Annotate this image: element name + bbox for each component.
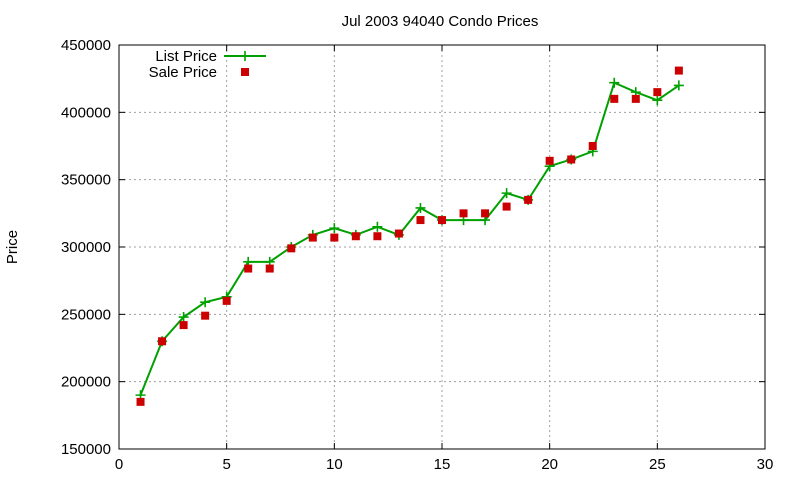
data-point-square	[545, 156, 554, 165]
data-point-square	[674, 66, 683, 75]
x-tick-label: 15	[434, 456, 451, 473]
data-point-plus	[178, 312, 189, 323]
y-tick-label: 450000	[61, 37, 111, 54]
data-point-square	[308, 233, 317, 242]
series-layer	[135, 66, 684, 406]
x-tick-label: 5	[222, 456, 230, 473]
y-tick-label: 300000	[61, 239, 111, 256]
legend-label: List Price	[155, 48, 217, 65]
legend-label: Sale Price	[149, 64, 217, 81]
data-point-square	[588, 142, 597, 150]
data-point-square	[610, 94, 619, 103]
y-tick-label: 150000	[61, 441, 111, 458]
data-point-square	[158, 337, 167, 346]
y-tick-label: 400000	[61, 104, 111, 121]
data-point-square	[201, 311, 210, 320]
x-tick-label: 30	[757, 456, 774, 473]
chart-title: Jul 2003 94040 Condo Prices	[342, 13, 539, 30]
data-point-plus	[609, 77, 620, 88]
x-tick-label: 20	[541, 456, 558, 473]
grid-lines	[119, 45, 765, 449]
data-point-square	[524, 195, 533, 204]
y-axis-label: Price	[4, 230, 21, 264]
data-point-plus	[200, 297, 211, 308]
data-point-plus	[501, 188, 512, 199]
data-point-plus	[372, 221, 383, 232]
x-tick-label: 25	[649, 456, 666, 473]
series-1	[136, 66, 683, 406]
legend-marker-square	[241, 68, 249, 76]
data-point-square	[567, 155, 576, 164]
data-point-square	[416, 216, 425, 225]
data-point-square	[330, 233, 339, 242]
data-point-square	[265, 264, 274, 273]
data-point-square	[287, 244, 296, 253]
data-point-square	[502, 202, 511, 211]
data-point-plus	[673, 80, 684, 91]
data-point-square	[481, 209, 490, 218]
data-point-square	[179, 321, 188, 330]
x-tick-label: 10	[326, 456, 343, 473]
data-point-square	[136, 397, 145, 406]
data-point-square	[351, 232, 360, 241]
data-point-square	[394, 229, 403, 238]
data-point-square	[244, 264, 253, 273]
data-point-square	[222, 296, 231, 305]
tick-labels: 0 5 10 15 20 25 30 150000 200000 250000 300000 3500…	[61, 37, 773, 473]
data-point-plus	[415, 202, 426, 213]
data-point-plus	[329, 223, 340, 234]
y-tick-label: 200000	[61, 374, 111, 391]
y-tick-label: 350000	[61, 172, 111, 189]
data-point-square	[438, 216, 446, 225]
data-point-square	[373, 232, 382, 241]
series-0	[135, 77, 684, 401]
plot-frame	[118, 44, 766, 450]
data-point-square	[631, 94, 640, 103]
legend-marker-plus	[240, 51, 250, 61]
data-point-plus	[652, 95, 663, 106]
series-line	[139, 81, 680, 396]
y-tick-label: 250000	[61, 306, 111, 323]
x-tick-label: 0	[115, 456, 123, 473]
data-point-square	[653, 88, 662, 97]
data-point-square	[459, 209, 468, 218]
